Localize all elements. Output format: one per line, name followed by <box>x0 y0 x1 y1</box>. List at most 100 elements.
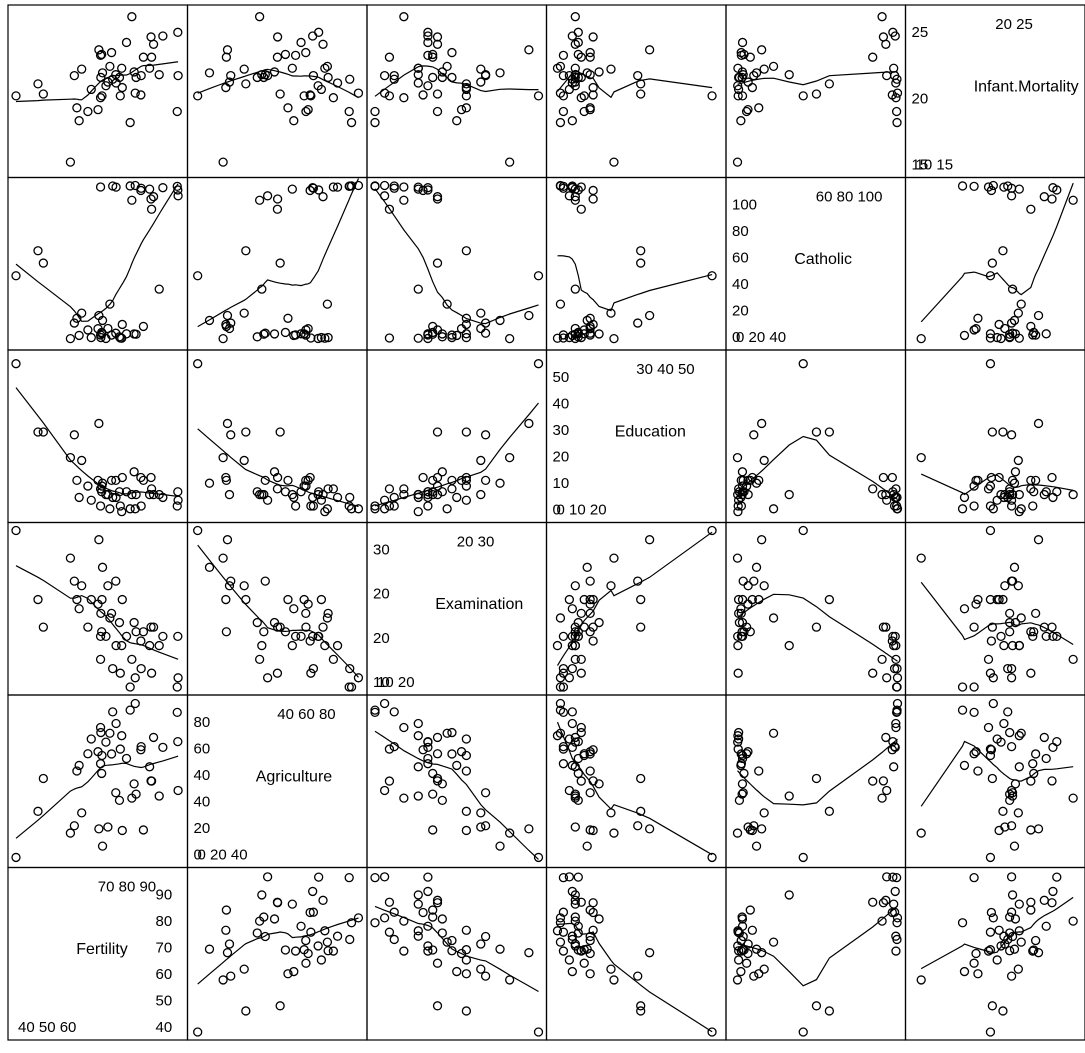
data-point <box>1006 907 1017 917</box>
data-point <box>77 64 87 74</box>
data-point <box>461 472 472 483</box>
data-point <box>533 271 544 281</box>
data-point <box>158 31 168 41</box>
diag-bottom-ticks: 0 20 40 <box>736 329 786 346</box>
data-point <box>1041 329 1051 339</box>
data-point <box>745 905 755 915</box>
data-point <box>399 195 409 205</box>
data-point <box>254 195 265 205</box>
data-point <box>103 581 113 591</box>
data-point <box>399 182 409 192</box>
data-point <box>971 599 981 609</box>
data-point <box>985 750 996 761</box>
panel-r0-c4 <box>725 4 907 179</box>
data-point <box>345 934 355 945</box>
diag-side-tick: 20 <box>373 586 390 603</box>
data-point <box>106 47 117 58</box>
data-point <box>239 64 249 74</box>
data-point <box>148 192 159 202</box>
data-point <box>567 31 577 41</box>
data-point <box>447 330 457 340</box>
data-point <box>1000 939 1010 949</box>
data-point <box>280 327 291 338</box>
data-point <box>96 608 106 619</box>
data-point <box>971 747 981 757</box>
data-point <box>576 654 586 665</box>
data-point <box>106 475 117 486</box>
data-point <box>582 562 592 572</box>
data-point <box>971 948 981 959</box>
data-point <box>1068 489 1078 500</box>
data-point <box>739 768 749 779</box>
data-point <box>555 682 566 692</box>
data-point <box>1005 329 1015 339</box>
data-point <box>1048 742 1058 752</box>
panel-frame <box>904 866 1085 1041</box>
panel-r0-c2 <box>366 4 548 179</box>
data-point <box>461 766 472 776</box>
data-point <box>332 931 343 941</box>
data-point <box>558 663 569 674</box>
panel-r2-c1 <box>186 349 368 524</box>
data-point <box>224 323 235 334</box>
smoother-line <box>920 182 1074 323</box>
data-point <box>969 622 979 632</box>
data-point <box>301 325 311 335</box>
data-point <box>131 789 141 799</box>
data-point <box>999 640 1009 651</box>
data-point <box>504 828 515 838</box>
data-point <box>437 467 447 477</box>
smoother-line <box>920 581 1074 646</box>
data-point <box>1010 467 1021 477</box>
data-point <box>570 793 580 803</box>
data-point <box>1033 310 1044 321</box>
diag-side-tick: 20 <box>912 90 929 107</box>
data-point <box>320 333 330 343</box>
data-point <box>1014 926 1024 936</box>
data-point <box>289 492 299 503</box>
panel-r2-c0 <box>7 349 189 524</box>
data-point <box>452 492 462 503</box>
data-point <box>733 731 743 741</box>
data-point <box>461 332 472 343</box>
data-point <box>606 581 616 591</box>
data-point <box>994 594 1004 605</box>
data-point <box>193 91 203 101</box>
data-point <box>173 631 183 642</box>
data-point <box>1029 487 1039 497</box>
data-point <box>117 82 127 93</box>
data-point <box>759 964 769 974</box>
data-point <box>533 359 544 369</box>
data-point <box>996 333 1006 344</box>
data-point <box>452 966 462 977</box>
data-point <box>370 117 380 128</box>
data-point <box>552 926 563 936</box>
data-point <box>77 581 87 591</box>
data-point <box>585 935 595 946</box>
data-point <box>985 501 996 511</box>
data-point <box>97 562 108 572</box>
data-point <box>916 553 926 563</box>
data-point <box>447 749 457 759</box>
data-point <box>824 594 835 605</box>
data-point <box>260 576 270 586</box>
data-point <box>218 157 228 167</box>
data-point <box>985 927 996 937</box>
data-point <box>296 921 306 931</box>
data-point <box>1006 183 1017 193</box>
data-point <box>633 70 643 81</box>
data-point <box>1014 640 1024 651</box>
data-point <box>1028 946 1038 956</box>
data-point <box>172 181 182 191</box>
smoother-line <box>557 69 713 99</box>
data-point <box>585 599 595 609</box>
panel-frame <box>366 176 548 351</box>
data-point <box>138 627 149 637</box>
data-point <box>136 70 146 81</box>
data-point <box>131 72 141 83</box>
data-point <box>986 636 997 646</box>
data-point <box>65 157 76 167</box>
data-point <box>567 663 577 674</box>
data-point <box>606 964 616 974</box>
diag-side-tick: 40 <box>194 767 211 784</box>
